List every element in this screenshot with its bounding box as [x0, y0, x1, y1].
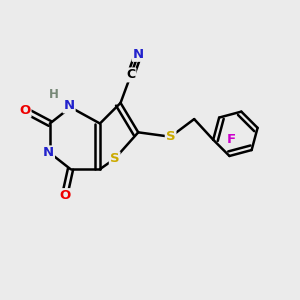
- Text: N: N: [43, 146, 54, 159]
- Text: O: O: [59, 189, 70, 202]
- Text: O: O: [19, 104, 31, 117]
- Text: N: N: [64, 99, 75, 112]
- Text: S: S: [166, 130, 175, 143]
- Text: S: S: [110, 152, 119, 165]
- Text: C: C: [126, 68, 135, 81]
- Text: N: N: [133, 48, 144, 61]
- Text: H: H: [50, 88, 59, 100]
- Text: F: F: [226, 133, 236, 146]
